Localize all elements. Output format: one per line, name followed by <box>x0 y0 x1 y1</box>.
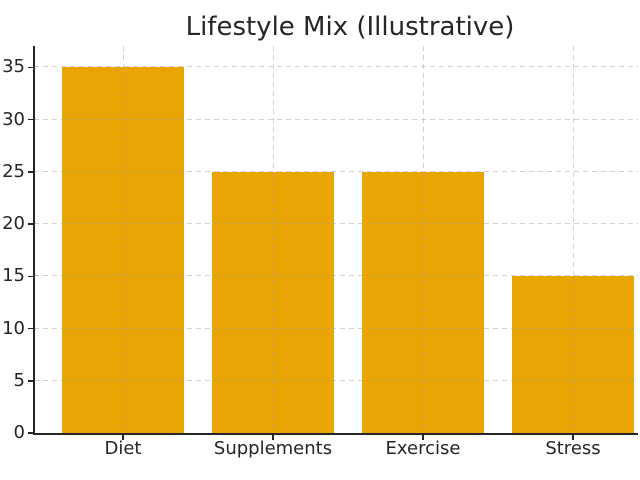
x-axis-spine <box>33 433 638 435</box>
xtick-label-exercise: Exercise <box>385 438 461 459</box>
gridline-x-stress <box>573 46 574 433</box>
gridline-y-35 <box>34 66 638 68</box>
gridline-x-diet <box>123 46 124 433</box>
ytick-label-20: 20 <box>2 213 25 234</box>
xtick-mark-diet <box>122 434 124 440</box>
xtick-mark-supplements <box>272 434 274 440</box>
ytick-label-0: 0 <box>13 422 25 443</box>
ytick-mark-35 <box>28 66 33 68</box>
xtick-label-supplements: Supplements <box>213 438 333 459</box>
ytick-label-10: 10 <box>2 317 25 339</box>
ytick-mark-20 <box>28 223 33 225</box>
gridline-y-20 <box>34 223 638 224</box>
ytick-label-5: 5 <box>13 369 25 391</box>
ytick-mark-5 <box>28 380 33 382</box>
ytick-label-15: 15 <box>2 265 25 287</box>
ytick-mark-30 <box>28 118 33 121</box>
ytick-label-25: 25 <box>2 160 25 182</box>
ytick-label-35: 35 <box>2 56 25 78</box>
gridline-y-10 <box>34 327 638 329</box>
chart-title: Lifestyle Mix (Illustrative) <box>185 12 515 42</box>
ytick-mark-0 <box>28 432 33 434</box>
ytick-mark-10 <box>28 327 33 330</box>
ytick-mark-25 <box>28 171 33 173</box>
xtick-mark-exercise <box>422 434 424 440</box>
gridline-y-5 <box>34 379 638 381</box>
gridline-y-25 <box>34 170 638 172</box>
gridline-y-30 <box>34 118 638 120</box>
plot-area <box>34 46 638 433</box>
xtick-label-stress: Stress <box>545 438 601 459</box>
ytick-mark-15 <box>28 275 33 277</box>
gridline-x-supplements <box>273 46 274 433</box>
gridline-y-15 <box>34 275 638 277</box>
xtick-label-diet: Diet <box>104 438 142 459</box>
y-axis-spine <box>33 46 35 434</box>
xtick-mark-stress <box>572 434 574 440</box>
ytick-label-30: 30 <box>2 108 25 130</box>
gridline-x-exercise <box>423 46 424 433</box>
